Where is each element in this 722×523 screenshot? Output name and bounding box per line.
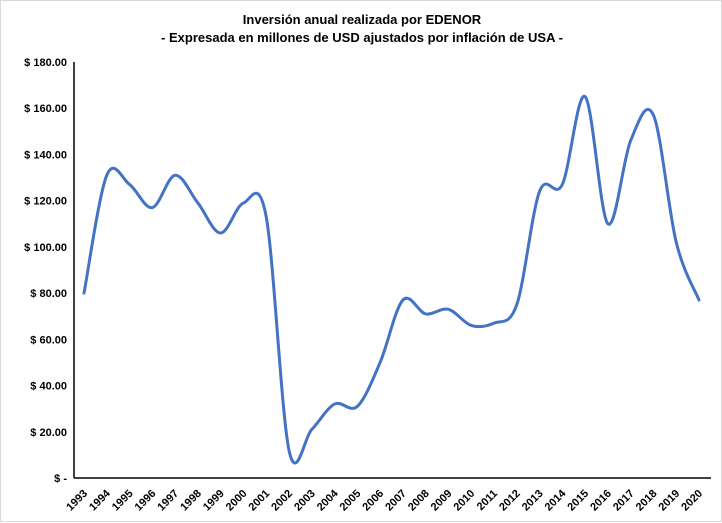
y-tick-label: $ 120.00 (24, 196, 67, 208)
x-tick-label: 2002 (269, 488, 295, 514)
series-group (82, 95, 701, 465)
x-tick-label: 1998 (178, 488, 204, 514)
y-tick-label: $ 140.00 (24, 149, 67, 161)
x-tick-label: 1995 (110, 488, 136, 514)
chart-title-block: Inversión anual realizada por EDENOR - E… (1, 11, 722, 47)
x-axis-labels: 1993199419951996199719981999200020012002… (64, 487, 705, 513)
x-tick-label: 2011 (475, 488, 500, 513)
y-axis-labels: $ - $ 20.00 $ 40.00 $ 60.00 $ 80.00 $ 100.00 $… (24, 57, 67, 485)
x-tick-label: 2008 (406, 488, 432, 514)
series-line (82, 95, 701, 465)
x-tick-label: 2016 (588, 488, 614, 514)
y-tick-label: $ - (54, 473, 67, 485)
x-tick-label: 2010 (452, 488, 478, 514)
x-tick-label: 2020 (679, 488, 705, 514)
x-tick-label: 2012 (497, 488, 523, 514)
x-tick-label: 2015 (565, 488, 591, 514)
y-tick-label: $ 60.00 (30, 334, 67, 346)
chart-subtitle: - Expresada en millones de USD ajustados… (161, 30, 563, 45)
x-tick-label: 2005 (338, 488, 364, 514)
x-tick-label: 2007 (383, 488, 409, 514)
x-tick-label: 2001 (247, 488, 273, 514)
x-tick-label: 2018 (634, 488, 660, 514)
x-tick-label: 1999 (201, 488, 227, 514)
x-tick-label: 2009 (429, 488, 455, 514)
x-tick-label: 2017 (611, 488, 637, 514)
x-tick-label: 2003 (292, 488, 318, 514)
y-tick-label: $ 160.00 (24, 103, 67, 115)
x-tick-label: 1994 (87, 487, 113, 513)
x-tick-label: 1997 (155, 488, 181, 514)
x-tick-label: 2019 (657, 488, 683, 514)
y-tick-label: $ 100.00 (24, 242, 67, 254)
x-tick-label: 2006 (360, 488, 386, 514)
y-tick-label: $ 180.00 (24, 57, 67, 69)
x-tick-label: 1993 (64, 488, 90, 514)
chart-title: Inversión anual realizada por EDENOR (242, 12, 482, 27)
y-tick-label: $ 80.00 (30, 288, 67, 300)
x-tick-label: 2013 (520, 488, 546, 514)
y-tick-label: $ 40.00 (30, 381, 67, 393)
x-tick-label: 2004 (315, 487, 341, 513)
x-tick-label: 2014 (543, 487, 569, 513)
x-tick-label: 2000 (224, 488, 250, 514)
y-tick-label: $ 20.00 (30, 427, 67, 439)
x-tick-label: 1996 (133, 488, 159, 514)
